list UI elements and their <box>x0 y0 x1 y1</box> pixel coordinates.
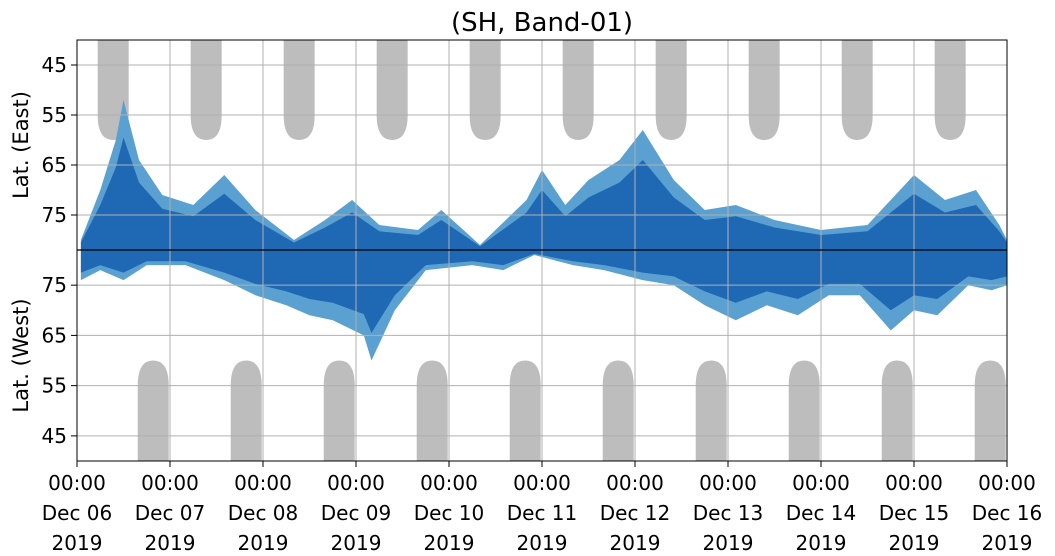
y-tick-label-west: 45 <box>42 424 67 448</box>
activity-band-light-east <box>80 100 1007 250</box>
no-data-region-west <box>602 360 634 461</box>
x-tick-label: 00:00 <box>513 471 571 495</box>
x-tick-label: 00:00 <box>48 471 106 495</box>
x-tick-label: Dec 12 <box>600 501 671 525</box>
ticks-layer: 00:00 Dec 06 2019 00:00 Dec 07 2019 00:00 Dec 0… <box>42 53 1043 555</box>
x-tick-label: Dec 13 <box>693 501 764 525</box>
no-data-region-west <box>881 360 913 461</box>
no-data-region-east <box>748 40 780 140</box>
activity-band-dark-east <box>80 137 1007 250</box>
no-data-region-west <box>323 360 355 461</box>
no-data-region-east <box>190 40 222 140</box>
x-tick-label: Dec 14 <box>786 501 857 525</box>
x-tick-label: 2019 <box>331 531 382 555</box>
chart-title: (SH, Band-01) <box>451 8 633 38</box>
no-data-region-east <box>562 40 594 140</box>
no-data-region-east <box>469 40 501 140</box>
x-tick-label: 00:00 <box>327 471 385 495</box>
x-tick-label: Dec 16 <box>972 501 1043 525</box>
y-tick-label-east: 65 <box>42 153 67 177</box>
x-tick-label: 2019 <box>982 531 1033 555</box>
no-data-region-east <box>655 40 687 140</box>
x-tick-label: 00:00 <box>606 471 664 495</box>
x-tick-label: 2019 <box>52 531 103 555</box>
x-tick-label: 00:00 <box>420 471 478 495</box>
x-tick-label: Dec 11 <box>507 501 578 525</box>
y-axis-label-west: Lat. (West) <box>9 298 33 412</box>
y-tick-label-west: 55 <box>42 374 67 398</box>
y-tick-label-west: 65 <box>42 323 67 347</box>
activity-layer <box>80 100 1007 361</box>
x-tick-label: Dec 15 <box>879 501 950 525</box>
x-tick-label: Dec 10 <box>414 501 485 525</box>
x-tick-label: 00:00 <box>141 471 199 495</box>
no-data-region-east <box>934 40 966 140</box>
x-tick-label: Dec 08 <box>228 501 299 525</box>
x-tick-label: 00:00 <box>792 471 850 495</box>
x-tick-label: 2019 <box>796 531 847 555</box>
x-tick-label: 00:00 <box>234 471 292 495</box>
no-data-region-west <box>788 360 820 461</box>
x-tick-label: 2019 <box>145 531 196 555</box>
no-data-region-west <box>509 360 541 461</box>
x-tick-label: 2019 <box>517 531 568 555</box>
x-tick-label: 2019 <box>889 531 940 555</box>
no-data-region-east <box>283 40 315 140</box>
no-data-region-west <box>137 360 169 461</box>
x-tick-label: 00:00 <box>885 471 943 495</box>
no-data-region-east <box>841 40 873 140</box>
y-tick-label-east: 45 <box>42 53 67 77</box>
y-tick-label-west: 75 <box>42 273 67 297</box>
x-tick-label: 2019 <box>424 531 475 555</box>
x-tick-label: 2019 <box>703 531 754 555</box>
y-tick-label-east: 55 <box>42 103 67 127</box>
no-data-region-west <box>974 360 1006 461</box>
activity-band-dark-west <box>80 250 1007 333</box>
y-axis-label-east: Lat. (East) <box>9 91 33 199</box>
y-tick-label-east: 75 <box>42 203 67 227</box>
no-data-region-west <box>695 360 727 461</box>
no-data-region-west <box>230 360 262 461</box>
no-data-region-east <box>376 40 408 140</box>
x-tick-label: 2019 <box>610 531 661 555</box>
x-tick-label: Dec 07 <box>135 501 206 525</box>
x-tick-label: Dec 09 <box>321 501 392 525</box>
x-tick-label: Dec 06 <box>42 501 113 525</box>
x-tick-label: 2019 <box>238 531 289 555</box>
x-tick-label: 00:00 <box>699 471 757 495</box>
no-data-region-west <box>416 360 448 461</box>
x-tick-label: 00:00 <box>978 471 1036 495</box>
